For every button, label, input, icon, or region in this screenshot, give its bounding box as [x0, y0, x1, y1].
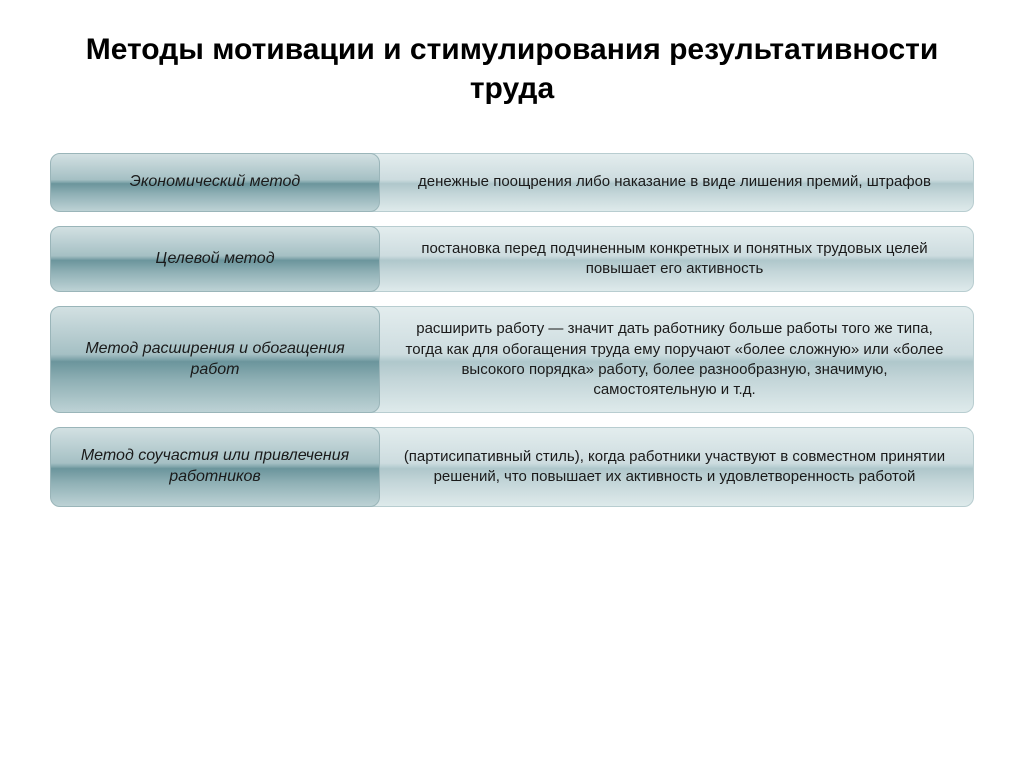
page-title: Методы мотивации и стимулирования резуль… — [50, 30, 974, 108]
method-description: денежные поощрения либо наказание в виде… — [370, 153, 974, 212]
method-row: Метод расширения и обогащения работ расш… — [50, 306, 974, 413]
method-name: Экономический метод — [50, 153, 380, 212]
method-description: постановка перед подчиненным конкретных … — [370, 226, 974, 293]
method-description: расширить работу — значит дать работнику… — [370, 306, 974, 413]
method-row: Целевой метод постановка перед подчиненн… — [50, 226, 974, 293]
method-row: Метод соучастия или привлечения работник… — [50, 427, 974, 507]
method-name: Целевой метод — [50, 226, 380, 293]
method-row: Экономический метод денежные поощрения л… — [50, 153, 974, 212]
method-description: (партисипативный стиль), когда работники… — [370, 427, 974, 507]
method-name: Метод соучастия или привлечения работник… — [50, 427, 380, 507]
method-name: Метод расширения и обогащения работ — [50, 306, 380, 413]
